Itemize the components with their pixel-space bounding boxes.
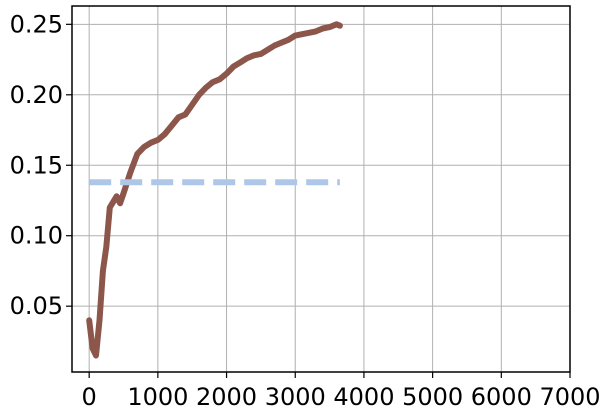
grid xyxy=(72,6,571,372)
plot-frame xyxy=(71,5,571,373)
x-tick-label: 6000 xyxy=(471,383,532,411)
y-tick-label: 0.25 xyxy=(10,10,63,38)
plot-series xyxy=(86,21,343,359)
y-tick-label: 0.05 xyxy=(10,292,63,320)
x-axis: 0 1000 2000 3000 4000 5000 6000 7000 xyxy=(82,372,601,411)
x-tick-label: 3000 xyxy=(265,383,326,411)
x-tick-label: 2000 xyxy=(196,383,257,411)
series-line-1 xyxy=(86,21,343,359)
y-axis: 0.05 0.10 0.15 0.20 0.25 xyxy=(10,10,72,320)
y-tick-label: 0.15 xyxy=(10,151,63,179)
x-tick-label: 4000 xyxy=(333,383,394,411)
x-tick-label: 0 xyxy=(82,383,97,411)
y-tick-label: 0.10 xyxy=(10,222,63,250)
x-tick-label: 7000 xyxy=(539,383,600,411)
y-tick-label: 0.20 xyxy=(10,81,63,109)
x-tick-label: 5000 xyxy=(402,383,463,411)
x-tick-label: 1000 xyxy=(127,383,188,411)
